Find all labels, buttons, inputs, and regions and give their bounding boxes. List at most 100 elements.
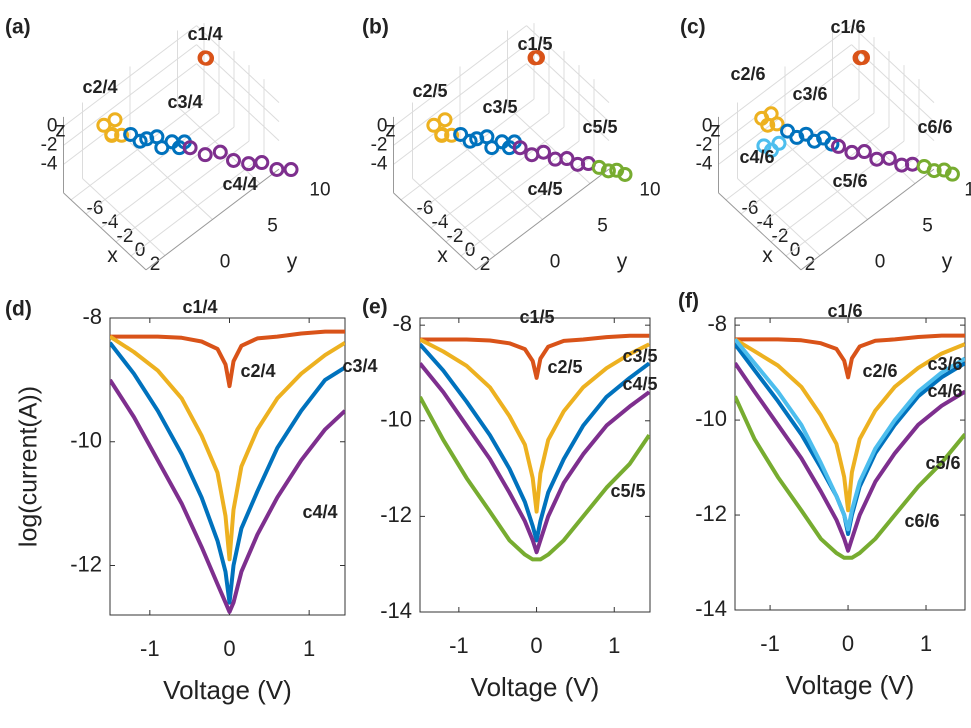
y-tick-label: 10 [964, 180, 971, 201]
grid-line [851, 63, 935, 141]
y-tick-label: -14 [695, 596, 727, 621]
x-tick-label: -6 [417, 198, 434, 219]
plot-area [420, 333, 650, 562]
point [771, 135, 787, 151]
x-axis-label: Voltage (V) [786, 670, 915, 700]
point [197, 147, 213, 163]
cluster-label: c5/6 [832, 171, 867, 191]
cluster-label: c3/6 [792, 84, 827, 104]
grid-line [718, 63, 852, 165]
x-tick-label: 2 [150, 254, 161, 275]
z-tick-label: -4 [696, 153, 713, 174]
panel-label: (e) [362, 296, 388, 319]
y-tick-label: 10 [639, 180, 660, 201]
z-axis-label: z [55, 119, 66, 142]
point [123, 126, 139, 142]
curve [420, 337, 650, 514]
z-tick-label: 0 [47, 115, 58, 136]
curve [735, 342, 965, 536]
y-tick-label: -10 [70, 428, 102, 453]
axis-line [475, 168, 610, 271]
curve [110, 334, 345, 562]
z-axis-label: z [710, 119, 721, 142]
point [114, 127, 130, 143]
axis-line [718, 192, 802, 271]
curve-label: c2/6 [862, 361, 897, 381]
x-tick-label: -1 [140, 636, 160, 661]
y-tick-label: -14 [380, 598, 412, 623]
y-tick-label: 5 [922, 216, 933, 237]
panel-label: (d) [5, 298, 32, 321]
grid-line [196, 25, 280, 103]
point [926, 163, 942, 179]
plot-area [735, 333, 965, 560]
y-tick-label: 5 [267, 216, 278, 237]
axis-line [145, 168, 280, 271]
x-tick-label: 1 [303, 636, 315, 661]
x-tick-label: 0 [135, 240, 146, 261]
grid-line [129, 142, 213, 220]
curve-label: c6/6 [904, 511, 939, 531]
curve [110, 341, 345, 605]
z-tick-label: -2 [371, 134, 388, 155]
point [96, 117, 112, 133]
curve [420, 395, 650, 562]
grid-line [526, 25, 610, 103]
cluster-label: c5/5 [582, 117, 617, 137]
y-axis-label: log(current(A)) [15, 386, 43, 547]
y-tick-label: -12 [380, 502, 412, 527]
curve-label: c4/5 [622, 374, 657, 394]
cluster-label: c2/5 [412, 81, 447, 101]
point [600, 163, 616, 179]
point [769, 116, 785, 132]
axis-line [393, 192, 477, 271]
y-tick-label: 5 [597, 216, 608, 237]
point [437, 112, 453, 128]
y-tick-label: 10 [309, 180, 330, 201]
plot-area [110, 329, 345, 614]
y-tick-label: -8 [82, 304, 102, 329]
cluster-label: c1/5 [517, 34, 552, 54]
z-tick-label: 0 [377, 115, 388, 136]
grid-line [784, 142, 868, 220]
y-tick-label: -12 [70, 551, 102, 576]
grid-line [737, 178, 821, 256]
cluster-label: c2/4 [82, 77, 117, 97]
grid-line [526, 63, 610, 141]
cluster-label: c2/6 [730, 64, 765, 84]
curve [110, 378, 345, 614]
panel-label: (b) [362, 16, 389, 39]
x-axis-label: x [762, 244, 773, 267]
point [944, 166, 960, 182]
point [283, 162, 299, 178]
cluster-label: c6/6 [917, 117, 952, 137]
point [226, 153, 241, 168]
y-tick-label: -10 [695, 406, 727, 431]
curve [420, 362, 650, 555]
x-axis-label: x [107, 244, 118, 267]
x-axis-label: x [437, 244, 448, 267]
z-tick-label: -2 [696, 134, 713, 155]
point [536, 144, 551, 160]
curve-label: c5/5 [610, 481, 645, 501]
grid-line [393, 63, 527, 165]
grid-line [393, 44, 527, 146]
x-tick-label: 1 [608, 633, 620, 658]
point [855, 50, 870, 66]
x-tick-label: -6 [87, 198, 104, 219]
grid-line [851, 25, 935, 103]
panel-label: (f) [678, 290, 699, 313]
curve [110, 329, 345, 389]
curve-label: c3/5 [622, 346, 657, 366]
grid-line [526, 44, 610, 122]
point [444, 127, 460, 143]
point [426, 117, 442, 133]
z-tick-label: -2 [41, 134, 58, 155]
point [881, 150, 897, 166]
curve-label: c4/6 [927, 381, 962, 401]
grid-line [718, 44, 852, 146]
grid-line [63, 44, 197, 146]
y-tick-label: 0 [550, 252, 561, 273]
y-tick-label: -8 [392, 311, 412, 336]
